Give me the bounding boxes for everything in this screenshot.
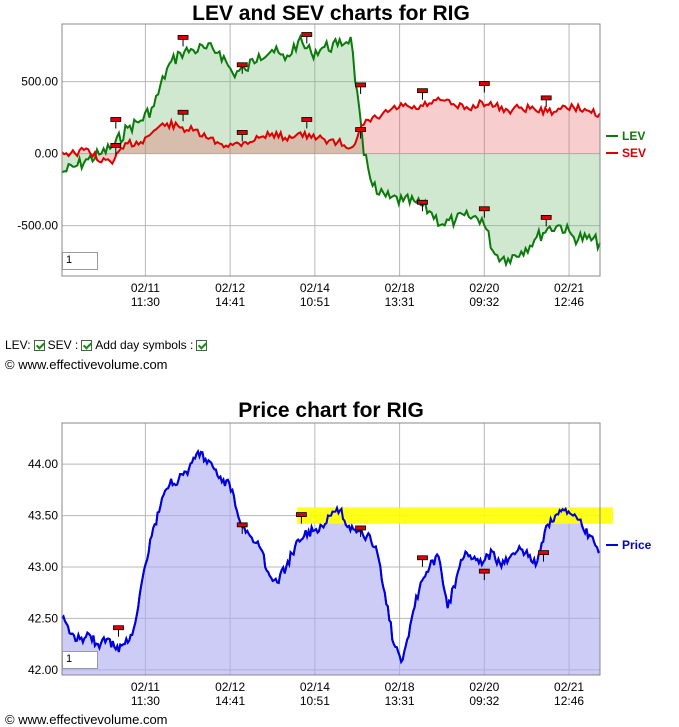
lev-day-marker <box>540 214 552 220</box>
lev-day-marker <box>177 35 189 40</box>
sev-line <box>61 96 601 166</box>
x-tick-time: 09:32 <box>469 694 499 708</box>
plot-border <box>61 23 601 277</box>
y-tick-label: -500.00 <box>17 219 58 233</box>
chart-controls: LEV: SEV : Add day symbols : <box>5 338 208 352</box>
sev-day-marker <box>236 130 248 135</box>
lev-day-marker <box>301 32 313 37</box>
y-tick-label: 43.00 <box>28 560 58 574</box>
x-tick-time: 12:46 <box>554 295 584 309</box>
sev-day-marker <box>301 117 313 122</box>
price-chart: Price chart for RIG 44.00 43.50 43.00 42.50 4… <box>28 399 652 708</box>
x-tick-time: 11:30 <box>131 694 160 708</box>
legend-sev-label: SEV <box>622 146 646 160</box>
sev-area <box>62 97 600 164</box>
lev-area <box>62 36 600 265</box>
x-tick-time: 11:30 <box>131 295 160 309</box>
plot-border <box>61 422 601 676</box>
sev-day-marker <box>110 142 122 148</box>
x-tick-date: 02/11 <box>131 680 160 694</box>
y-tick-label: 43.50 <box>28 509 58 523</box>
price-day-marker <box>355 525 366 531</box>
price-day-marker <box>417 555 428 561</box>
x-tick-date: 02/21 <box>554 680 584 694</box>
zoom-input-price[interactable]: 1 <box>62 651 98 669</box>
sev-day-marker <box>540 95 552 101</box>
sev-day-marker <box>177 109 189 115</box>
y-tick-label: 44.00 <box>28 457 58 471</box>
y-tick-label: 0.00 <box>35 147 59 161</box>
highlight-band <box>297 507 613 524</box>
lev-day-marker <box>355 82 366 88</box>
lev-day-marker <box>417 199 428 205</box>
y-tick-label: 42.50 <box>28 611 58 625</box>
sev-day-marker <box>417 88 428 94</box>
x-tick-date: 02/14 <box>300 281 330 295</box>
lev-checkbox-label: LEV: <box>5 338 31 352</box>
x-tick-date: 02/18 <box>385 281 415 295</box>
price-day-marker <box>236 522 248 528</box>
x-tick-date: 02/14 <box>300 680 330 694</box>
day-symbols-checkbox-label: Add day symbols : <box>95 338 194 352</box>
copyright-text-bottom: © www.effectivevolume.com <box>5 712 168 727</box>
sev-checkbox[interactable] <box>81 339 93 351</box>
chart-title: Price chart for RIG <box>238 399 424 422</box>
x-tick-time: 13:31 <box>385 694 415 708</box>
x-tick-date: 02/20 <box>469 281 499 295</box>
lev-day-marker <box>236 62 248 68</box>
y-tick-label: 42.00 <box>28 663 58 677</box>
legend-lev-label: LEV <box>622 129 645 143</box>
x-tick-time: 13:31 <box>385 295 415 309</box>
copyright-text: © www.effectivevolume.com <box>5 357 168 372</box>
lev-sev-chart: LEV and SEV charts for RIG 500.00 0.00 -500… <box>17 2 646 309</box>
x-tick-time: 14:41 <box>215 694 245 708</box>
price-day-marker <box>296 512 307 517</box>
y-tick-label: 500.00 <box>21 75 58 89</box>
price-area <box>62 451 600 675</box>
x-tick-time: 14:41 <box>215 295 245 309</box>
price-day-marker <box>538 550 549 556</box>
sev-day-marker <box>478 81 490 86</box>
lev-line <box>61 33 601 268</box>
lev-day-marker <box>110 117 122 122</box>
x-tick-time: 09:32 <box>469 295 499 309</box>
chart-title: LEV and SEV charts for RIG <box>192 2 470 25</box>
x-tick-time: 10:51 <box>300 295 330 309</box>
x-tick-time: 12:46 <box>554 694 584 708</box>
plot-area <box>62 24 600 276</box>
x-tick-date: 02/11 <box>131 281 160 295</box>
day-symbols-checkbox[interactable] <box>196 339 208 351</box>
x-tick-date: 02/12 <box>215 680 245 694</box>
x-tick-date: 02/18 <box>385 680 415 694</box>
x-tick-date: 02/12 <box>215 281 245 295</box>
price-day-marker <box>478 568 490 574</box>
x-tick-date: 02/21 <box>554 281 584 295</box>
price-line-overlay <box>61 448 601 665</box>
price-day-marker <box>113 625 124 631</box>
lev-day-marker <box>478 206 490 212</box>
x-tick-time: 10:51 <box>300 694 330 708</box>
legend-price-label: Price <box>622 538 652 552</box>
sev-checkbox-label: SEV : <box>47 338 79 352</box>
x-tick-date: 02/20 <box>469 680 499 694</box>
sev-day-marker <box>355 127 366 132</box>
lev-checkbox[interactable] <box>33 339 45 351</box>
zoom-input-lev-sev[interactable]: 1 <box>62 252 98 270</box>
